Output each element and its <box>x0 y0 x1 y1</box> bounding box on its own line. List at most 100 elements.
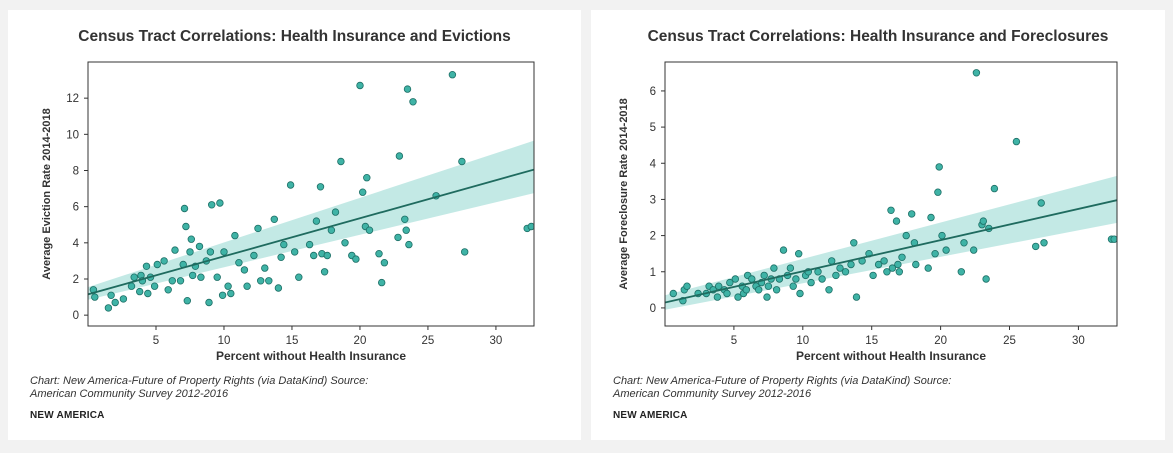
y-tick-label: 4 <box>73 238 80 250</box>
data-point <box>723 289 731 298</box>
data-point <box>527 222 534 231</box>
data-point <box>227 289 235 298</box>
y-tick-label: 0 <box>650 303 656 315</box>
brand-label: NEW AMERICA <box>613 410 688 421</box>
data-point <box>395 152 404 160</box>
data-point <box>186 248 194 256</box>
data-point <box>337 157 345 166</box>
y-tick-label: 0 <box>73 310 79 322</box>
data-point <box>760 271 768 280</box>
brand-label: NEW AMERICA <box>30 410 105 421</box>
data-point <box>938 231 946 240</box>
data-point <box>1032 242 1040 251</box>
data-point <box>218 291 227 299</box>
data-point <box>461 248 469 256</box>
y-tick-label: 2 <box>73 274 79 286</box>
y-tick-label: 2 <box>650 231 656 243</box>
x-tick-label: 20 <box>934 335 947 347</box>
trend-line <box>665 199 1117 304</box>
data-point <box>807 278 815 287</box>
data-point <box>990 184 999 193</box>
data-point <box>818 275 826 283</box>
data-point <box>310 251 318 260</box>
data-point <box>363 173 371 182</box>
data-point <box>182 222 190 231</box>
data-point <box>111 298 119 307</box>
data-point <box>772 286 781 294</box>
data-point <box>931 249 939 258</box>
data-point <box>254 224 262 233</box>
data-point <box>213 273 221 281</box>
data-point <box>197 273 205 281</box>
data-point <box>869 271 877 280</box>
x-tick-label: 20 <box>354 335 367 347</box>
y-tick-label: 3 <box>650 194 656 206</box>
data-point <box>331 208 340 216</box>
confidence-band <box>88 140 534 300</box>
data-point <box>153 260 161 269</box>
data-point <box>841 268 850 276</box>
data-point <box>394 233 402 242</box>
data-point <box>825 286 833 294</box>
data-point <box>874 260 883 269</box>
data-point <box>187 235 195 243</box>
y-axis-label: Average Eviction Rate 2014-2018 <box>41 108 53 279</box>
data-point <box>183 297 191 305</box>
x-tick-label: 30 <box>490 335 503 347</box>
data-point <box>742 286 750 294</box>
data-point <box>359 188 367 196</box>
data-point <box>135 287 144 296</box>
y-tick-label: 12 <box>66 93 79 105</box>
data-point <box>352 255 360 263</box>
data-point <box>356 81 364 90</box>
data-point <box>924 264 932 272</box>
data-point <box>305 240 314 249</box>
data-point <box>935 163 943 171</box>
data-point <box>957 268 965 276</box>
x-tick-label: 30 <box>1072 335 1085 347</box>
data-point <box>779 246 788 254</box>
y-tick-label: 5 <box>650 122 656 134</box>
data-point <box>91 293 99 301</box>
data-point <box>748 275 756 283</box>
evictions-chart-panel: Census Tract Correlations: Health Insura… <box>8 10 581 440</box>
data-point <box>972 69 981 77</box>
data-point <box>274 284 283 292</box>
y-tick-label: 4 <box>650 158 657 170</box>
chart-title: Census Tract Correlations: Health Insura… <box>78 28 511 45</box>
x-tick-label: 5 <box>153 335 159 347</box>
data-point <box>796 289 804 298</box>
data-point <box>403 85 412 93</box>
data-point <box>378 278 386 287</box>
data-point <box>365 226 374 234</box>
x-tick-label: 10 <box>796 335 809 347</box>
data-point <box>754 286 763 294</box>
x-axis-label: Percent without Health Insurance <box>216 349 406 363</box>
chart-title: Census Tract Correlations: Health Insura… <box>647 28 1109 45</box>
y-tick-label: 10 <box>66 129 79 141</box>
data-point <box>150 282 159 290</box>
data-point <box>832 271 840 280</box>
data-point <box>380 258 389 267</box>
y-tick-label: 8 <box>73 165 79 177</box>
data-point <box>713 293 722 301</box>
data-point <box>982 275 990 283</box>
data-point <box>142 262 151 270</box>
data-point <box>316 183 325 191</box>
data-point <box>291 248 299 256</box>
data-point <box>127 282 136 290</box>
data-point <box>726 278 734 287</box>
data-point <box>458 157 466 166</box>
data-point <box>669 289 677 298</box>
data-point <box>814 268 822 276</box>
data-point <box>1040 239 1048 247</box>
plot-frame <box>664 61 1118 327</box>
data-points <box>89 70 534 312</box>
data-point <box>734 293 742 301</box>
x-tick-label: 15 <box>865 335 878 347</box>
data-point <box>375 249 383 258</box>
x-tick-label: 15 <box>286 335 299 347</box>
trend-line <box>88 168 534 296</box>
data-point <box>970 246 978 254</box>
chart-caption: Chart: New America-Future of Property Ri… <box>30 375 369 400</box>
